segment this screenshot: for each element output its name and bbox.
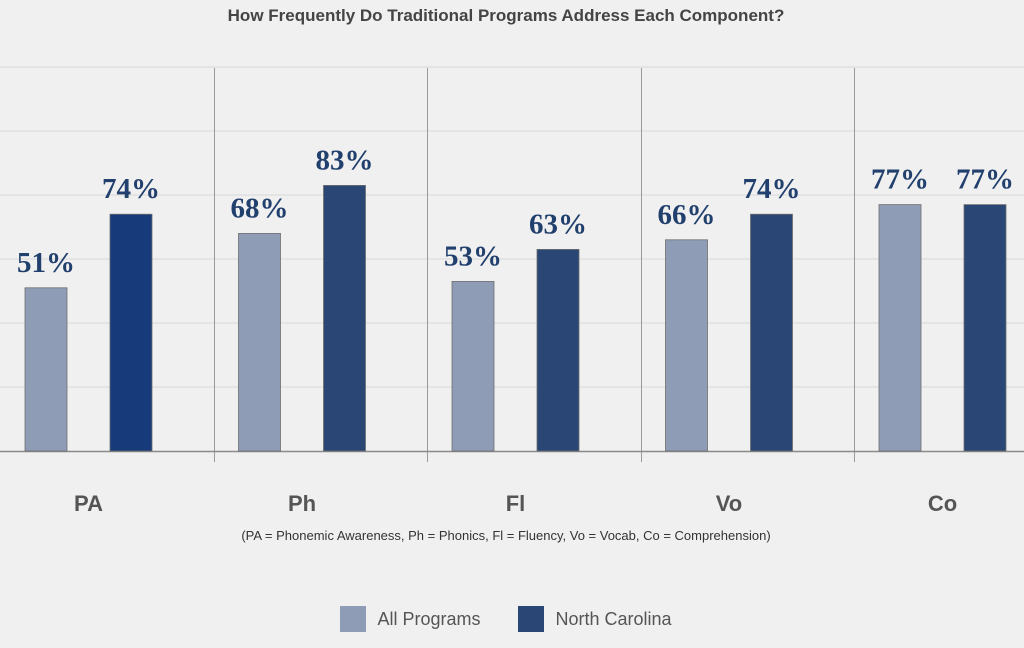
legend-swatch-north-carolina <box>518 606 545 632</box>
x-tick-label: Co <box>928 491 957 516</box>
data-label: 66% <box>658 199 716 231</box>
bar-all-programs-ph <box>238 232 281 452</box>
data-label: 74% <box>743 173 801 205</box>
data-label: 63% <box>529 208 587 240</box>
x-tick-label: Fl <box>506 491 526 516</box>
bar-north-carolina-co <box>963 204 1007 452</box>
x-tick-label: Vo <box>716 491 742 516</box>
legend-label-all-programs: All Programs <box>377 608 481 629</box>
chart-legend: All Programs North Carolina <box>0 606 1012 632</box>
x-tick-label: Ph <box>288 491 316 516</box>
data-label: 83% <box>316 144 374 176</box>
bar-all-programs-vo <box>665 239 708 452</box>
bar-north-carolina-ph <box>323 184 366 452</box>
data-label: 77% <box>956 164 1014 196</box>
data-label: 51% <box>17 247 75 279</box>
data-label: 77% <box>871 164 929 196</box>
data-label: 68% <box>231 192 289 224</box>
bar-chart: 51% 68% 53% 66% 77% 74% 83% 63% 74% 77% PA Ph Fl Vo Co <box>0 66 1024 516</box>
data-label: 53% <box>444 240 502 272</box>
data-label: 74% <box>102 173 160 205</box>
bar-all-programs-fl <box>451 280 495 452</box>
bar-all-programs-pa <box>24 287 68 452</box>
bar-all-programs-co <box>878 204 922 452</box>
legend-swatch-all-programs <box>340 606 367 632</box>
bar-north-carolina-fl <box>536 248 580 452</box>
legend-item-all-programs[interactable]: All Programs <box>340 606 480 632</box>
chart-footnote: (PA = Phonemic Awareness, Ph = Phonics, … <box>241 528 771 543</box>
legend-item-north-carolina[interactable]: North Carolina <box>518 606 672 632</box>
x-tick-label: PA <box>74 491 103 516</box>
legend-label-north-carolina: North Carolina <box>555 608 672 629</box>
bar-north-carolina-vo <box>750 213 793 452</box>
chart-title: How Frequently Do Traditional Programs A… <box>227 6 785 25</box>
bar-north-carolina-pa <box>109 213 153 452</box>
